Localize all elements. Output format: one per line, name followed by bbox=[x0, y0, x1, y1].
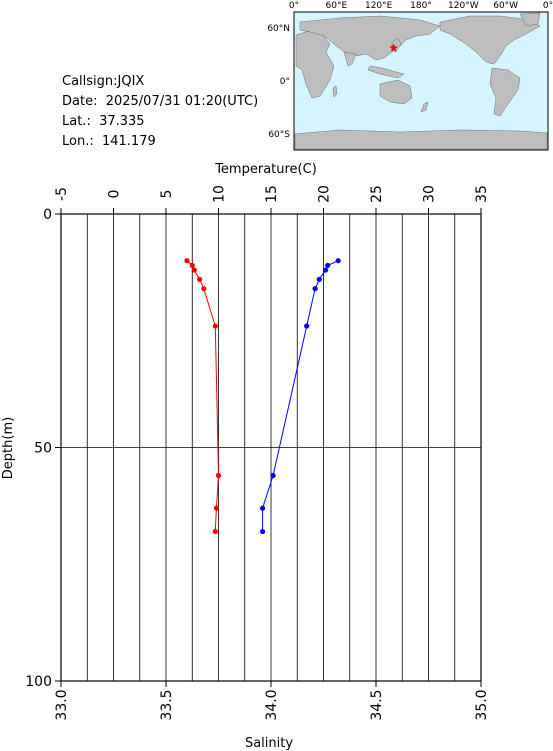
temperature-data-point bbox=[215, 472, 222, 479]
map-lat-label: 60°N bbox=[267, 24, 290, 34]
salinity-data-point bbox=[325, 262, 331, 268]
salinity-data-point bbox=[323, 267, 329, 273]
temperature-data-point bbox=[212, 528, 218, 535]
world-location-map: 0° 60°E 120°E 180° 120°W 60°W 0° 60°N 0° 60°S bbox=[267, 1, 553, 151]
landmass-madagascar bbox=[332, 85, 338, 98]
landmass-north-america bbox=[439, 15, 541, 65]
landmass-new-zealand bbox=[420, 101, 429, 113]
temperature-tick-label: 15 bbox=[264, 185, 280, 203]
temperature-tick-label: 35 bbox=[474, 185, 490, 203]
salinity-tick-label: 34.5 bbox=[369, 689, 385, 720]
depth-tick-label: 100 bbox=[25, 674, 52, 690]
temperature-data-point bbox=[213, 505, 219, 511]
map-lat-label: 60°S bbox=[268, 130, 290, 140]
station-info: Callsign:JQIX Date: 2025/07/31 01:20(UTC… bbox=[62, 72, 258, 152]
temperature-data-point bbox=[191, 267, 197, 273]
temperature-axis-label: Temperature(C) bbox=[214, 162, 317, 177]
map-lon-label: 120°W bbox=[448, 1, 479, 11]
temperature-tick-label: 5 bbox=[159, 190, 175, 199]
map-lon-label: 60°W bbox=[493, 1, 518, 11]
salinity-axis-label: Salinity bbox=[245, 736, 293, 751]
salinity-data-point bbox=[335, 258, 341, 264]
temperature-data-point bbox=[184, 258, 190, 264]
salinity-tick-label: 33.0 bbox=[54, 689, 70, 720]
salinity-data-point bbox=[260, 528, 266, 535]
temperature-data-point bbox=[189, 262, 195, 268]
landmass-australia bbox=[379, 79, 413, 105]
map-lon-label: 0° bbox=[289, 1, 299, 11]
salinity-data-point bbox=[304, 323, 310, 329]
map-land bbox=[294, 12, 548, 150]
depth-axis-label: Depth(m) bbox=[1, 417, 16, 479]
temperature-tick-label: -5 bbox=[54, 187, 70, 201]
landmass-eurasia bbox=[299, 15, 441, 61]
map-lon-label: 180° bbox=[410, 1, 432, 11]
callsign-label: Callsign:JQIX bbox=[62, 74, 145, 89]
salinity-data-point bbox=[270, 472, 276, 479]
salinity-tick-label: 33.5 bbox=[159, 689, 175, 720]
temperature-data-point bbox=[197, 276, 203, 282]
temperature-tick-label: 10 bbox=[212, 185, 228, 203]
temperature-tick-label: 0 bbox=[107, 190, 123, 199]
temperature-tick-label: 20 bbox=[317, 185, 333, 203]
station-marker-icon bbox=[389, 43, 398, 52]
longitude-label: Lon.: 141.179 bbox=[62, 134, 156, 149]
date-label: Date: 2025/07/31 01:20(UTC) bbox=[62, 94, 259, 109]
temperature-data-point bbox=[201, 286, 207, 292]
depth-tick-label: 0 bbox=[43, 207, 52, 223]
depth-tick-label: 50 bbox=[34, 441, 52, 457]
landmass-indonesia bbox=[367, 65, 405, 79]
temperature-data-point bbox=[212, 323, 218, 329]
salinity-data-point bbox=[312, 286, 318, 292]
map-lon-label: 60°E bbox=[326, 1, 348, 11]
map-lat-label: 0° bbox=[280, 77, 290, 87]
temperature-tick-label: 25 bbox=[369, 185, 385, 203]
temperature-tick-label: 30 bbox=[422, 185, 438, 203]
salinity-data-point bbox=[316, 276, 322, 282]
salinity-tick-label: 35.0 bbox=[474, 689, 490, 720]
latitude-label: Lat.: 37.335 bbox=[62, 114, 145, 129]
salinity-tick-label: 34.0 bbox=[264, 689, 280, 720]
landmass-south-america bbox=[489, 67, 521, 117]
map-lon-label: 0° bbox=[543, 1, 553, 11]
map-lon-label: 120°E bbox=[365, 1, 393, 11]
landmass-greenland bbox=[519, 12, 541, 27]
salinity-data-point bbox=[260, 505, 266, 511]
landmass-antarctica bbox=[294, 129, 548, 150]
landmass-india bbox=[343, 51, 357, 67]
